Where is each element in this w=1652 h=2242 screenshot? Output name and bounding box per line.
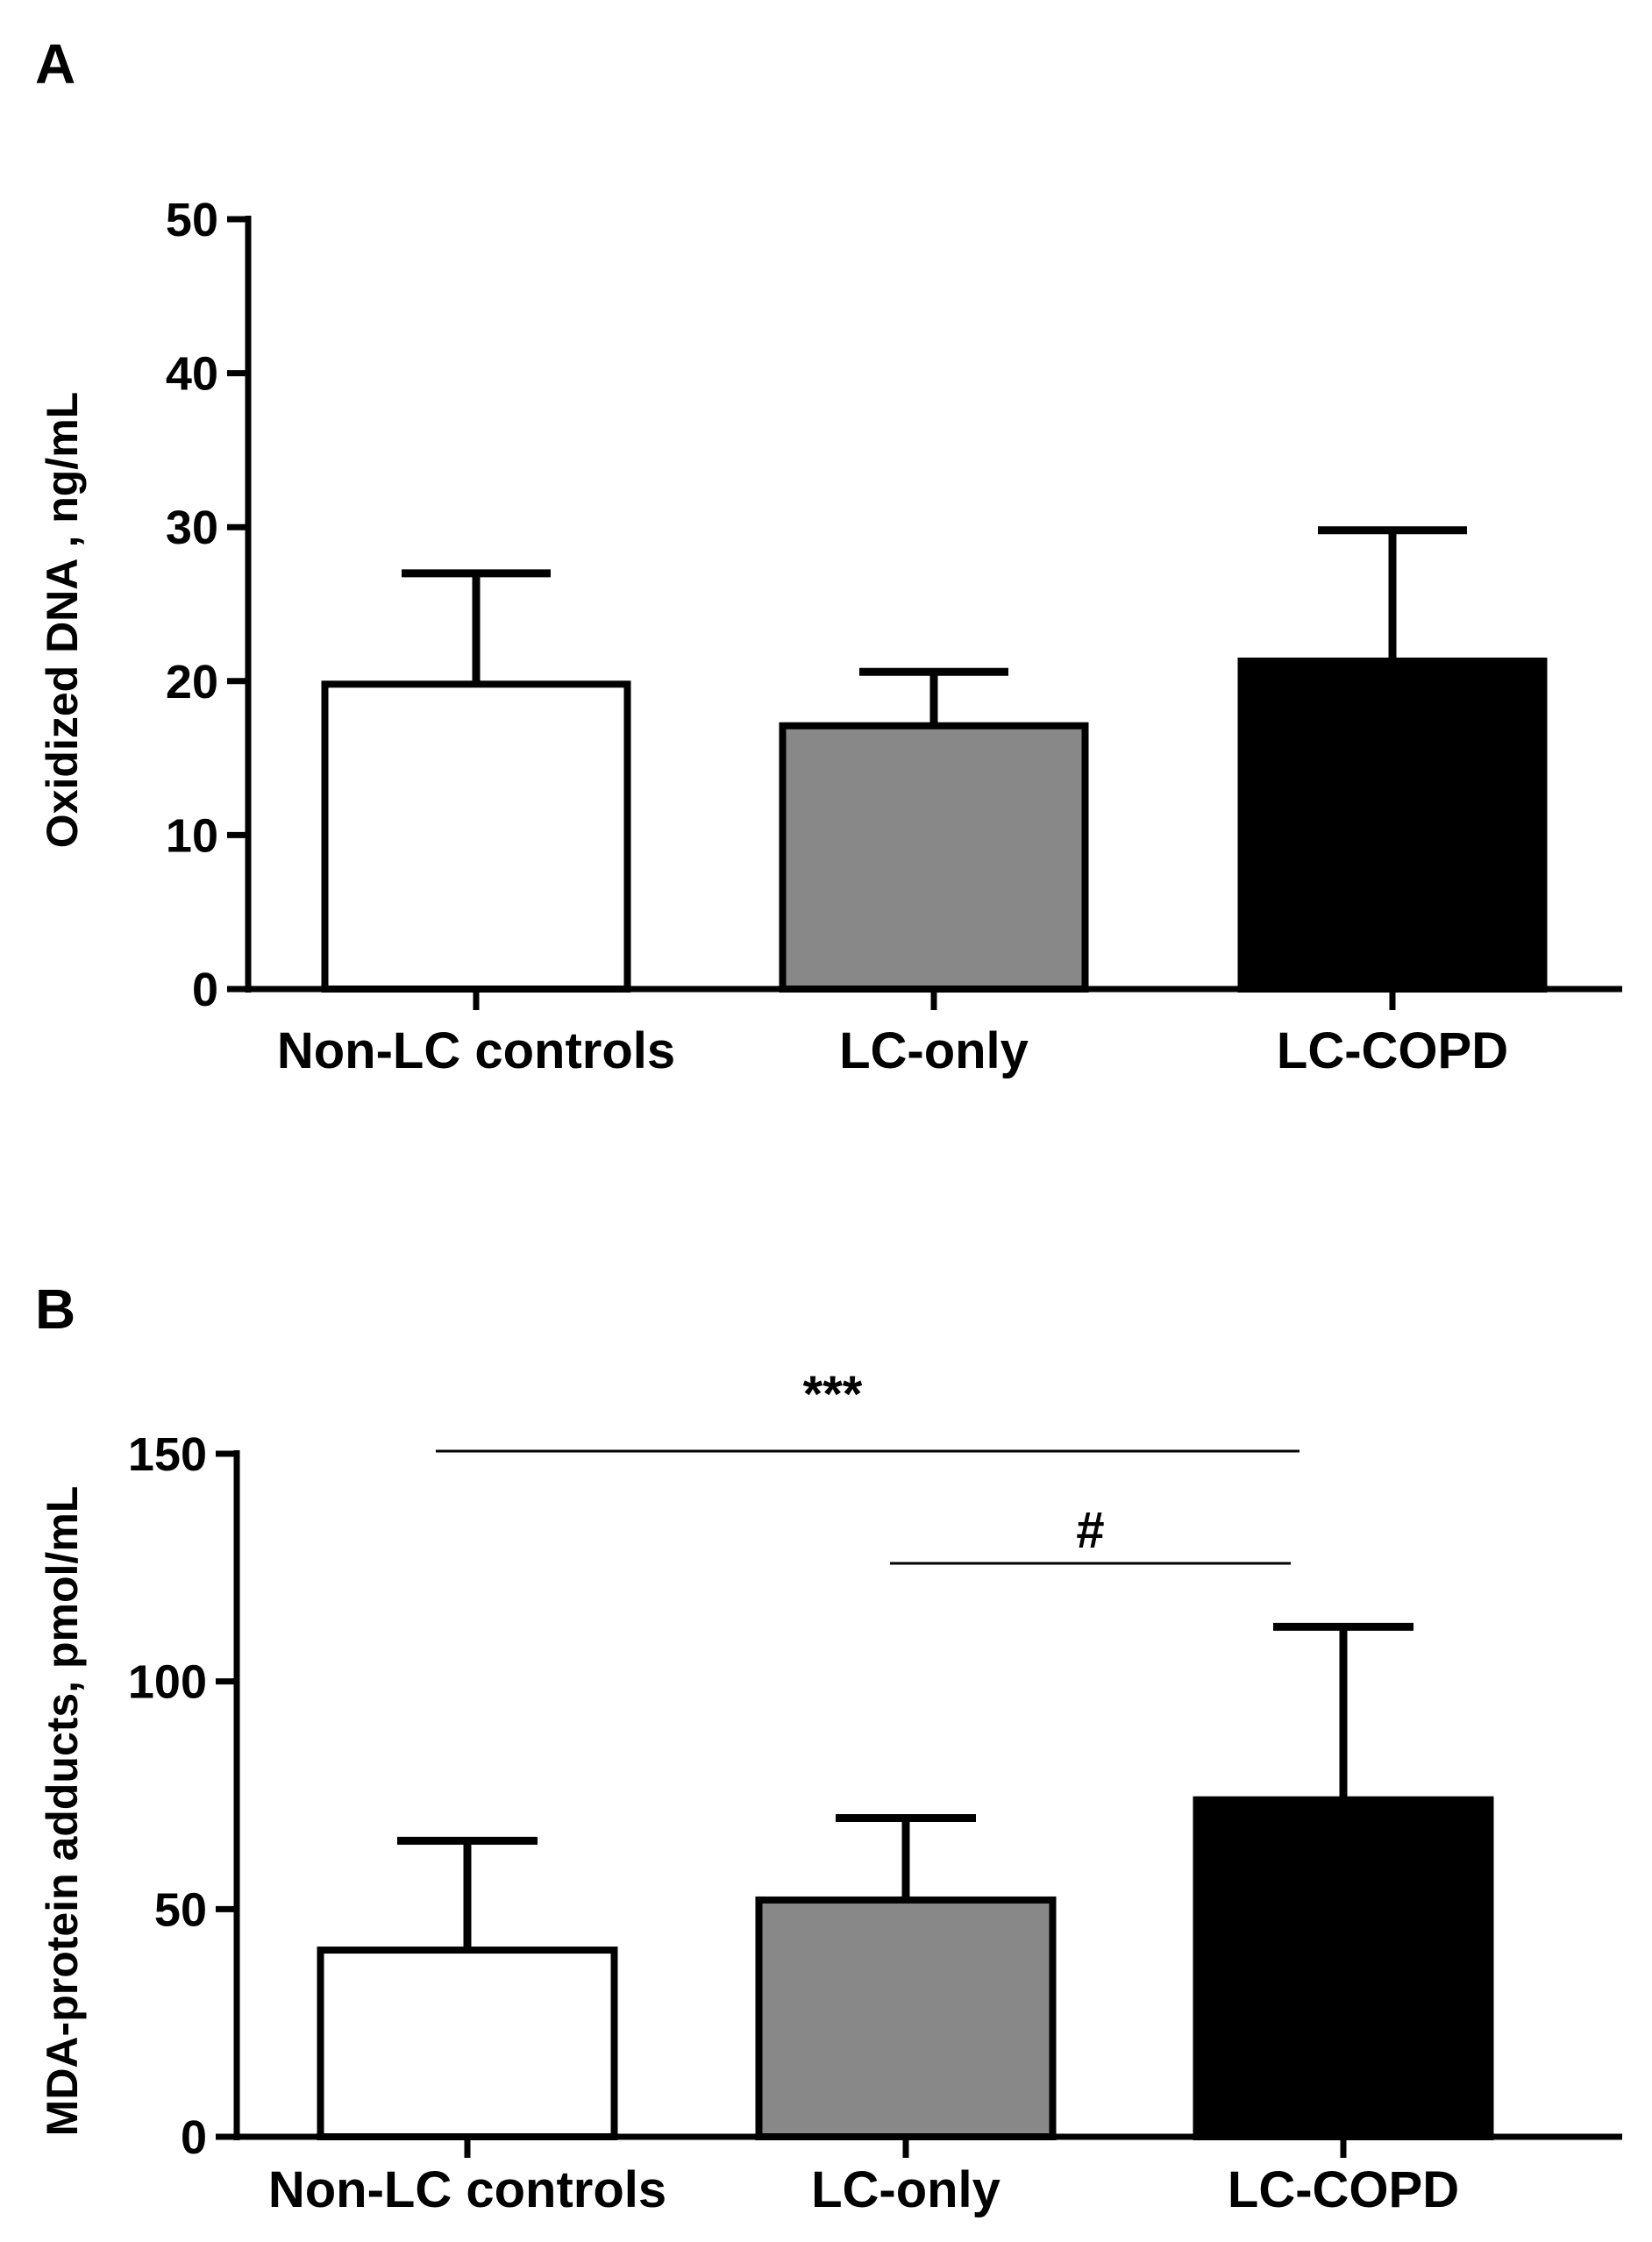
y-tick-label-b-2: 100 [128,1656,207,1709]
y-tick-label-b-0: 0 [181,2111,207,2164]
y-tick-label-a-2: 20 [166,656,218,708]
bar-a-1 [779,722,1089,993]
significance-label-b-1: # [1076,1502,1104,1559]
bar-b-0 [317,1947,618,2140]
bar-b-2 [1193,1796,1494,2141]
y-tick-label-a-5: 50 [166,194,218,246]
panel-label-b: B [35,1278,75,1341]
bar-a-0 [321,680,631,993]
y-axis-title-b: MDA-protein adducts, pmol/mL [38,1486,87,2137]
significance-label-b-0: *** [803,1366,863,1423]
y-tick-label-b-3: 150 [128,1428,207,1481]
category-label-a-2: LC-COPD [1277,1022,1508,1079]
bar-b-1 [755,1896,1057,2141]
y-tick-label-a-0: 0 [192,964,218,1016]
y-axis-title-a: Oxidized DNA , ng/mL [38,392,87,848]
panel-label-a: A [35,32,75,96]
category-label-b-2: LC-COPD [1228,2161,1459,2218]
y-tick-label-a-4: 40 [166,348,218,401]
y-tick-label-a-3: 30 [166,502,218,554]
category-label-a-1: LC-only [839,1022,1029,1079]
bar-a-2 [1237,657,1548,993]
y-tick-label-a-1: 10 [166,809,218,862]
category-label-a-0: Non-LC controls [277,1022,675,1079]
category-label-b-0: Non-LC controls [268,2161,666,2218]
category-label-b-1: LC-only [811,2161,1000,2218]
y-tick-label-b-1: 50 [154,1883,207,1936]
